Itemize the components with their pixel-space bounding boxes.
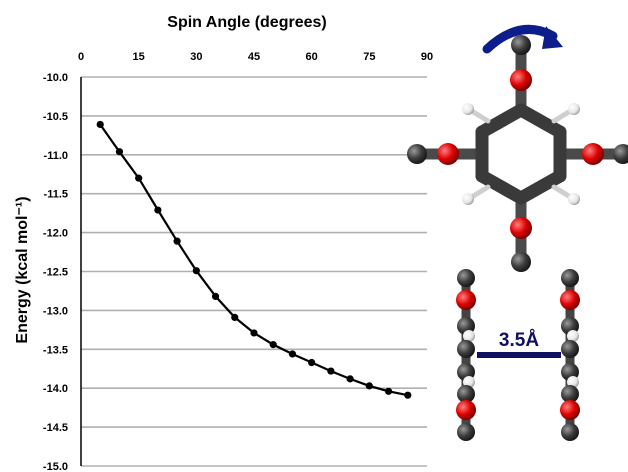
series-energy xyxy=(96,120,412,399)
y-tick-label: -10.5 xyxy=(43,111,68,123)
data-point xyxy=(231,313,239,322)
molecule-side-view: 3.5Å xyxy=(456,269,580,441)
data-point xyxy=(154,206,162,214)
y-tick-label: -11.0 xyxy=(44,150,68,162)
series-line xyxy=(99,123,409,397)
data-point xyxy=(269,341,277,349)
x-tick-label: 90 xyxy=(421,51,433,63)
x-tick-label: 45 xyxy=(248,51,260,63)
y-tick-label: -12.5 xyxy=(43,267,68,279)
data-point xyxy=(404,391,412,399)
data-point xyxy=(365,382,373,390)
y-tick-labels: -10.0 -10.5 -11.0 -11.5 -12.0 -12.5 -13.0 -13.5… xyxy=(43,72,68,472)
data-point xyxy=(288,350,297,358)
y-tick-label: -11.5 xyxy=(44,189,68,201)
y-tick-label: -13.5 xyxy=(43,344,68,356)
data-point xyxy=(250,329,258,337)
x-tick-label: 60 xyxy=(306,51,318,63)
x-axis-title: Spin Angle (degrees) xyxy=(167,14,326,31)
y-tick-label: -14.0 xyxy=(43,383,68,395)
y-tick-label: -12.0 xyxy=(43,228,68,240)
molecule-top-view xyxy=(407,24,628,272)
y-tick-label: -14.5 xyxy=(43,422,68,434)
gridlines xyxy=(81,76,427,467)
rotation-arrowhead-icon xyxy=(542,26,563,49)
x-tick-label: 15 xyxy=(133,51,145,63)
data-point xyxy=(346,375,354,383)
data-point xyxy=(308,358,316,367)
data-point xyxy=(384,387,393,395)
y-axis-title: Energy (kcal mol⁻¹) xyxy=(14,196,31,343)
y-tick-label: -13.0 xyxy=(43,305,68,317)
x-tick-label: 30 xyxy=(190,51,202,63)
data-point xyxy=(211,292,220,300)
data-point xyxy=(327,367,335,375)
x-tick-labels: 0 15 30 45 60 75 90 xyxy=(78,51,433,63)
data-point xyxy=(115,148,124,156)
data-point xyxy=(173,237,181,245)
data-point xyxy=(96,120,104,129)
data-point xyxy=(135,174,143,182)
separation-label: 3.5Å xyxy=(499,330,539,351)
y-tick-label: -10.0 xyxy=(43,72,68,84)
y-tick-label: -15.0 xyxy=(43,461,68,472)
data-point xyxy=(192,267,200,275)
x-tick-label: 0 xyxy=(78,51,84,63)
x-tick-label: 75 xyxy=(363,51,375,63)
